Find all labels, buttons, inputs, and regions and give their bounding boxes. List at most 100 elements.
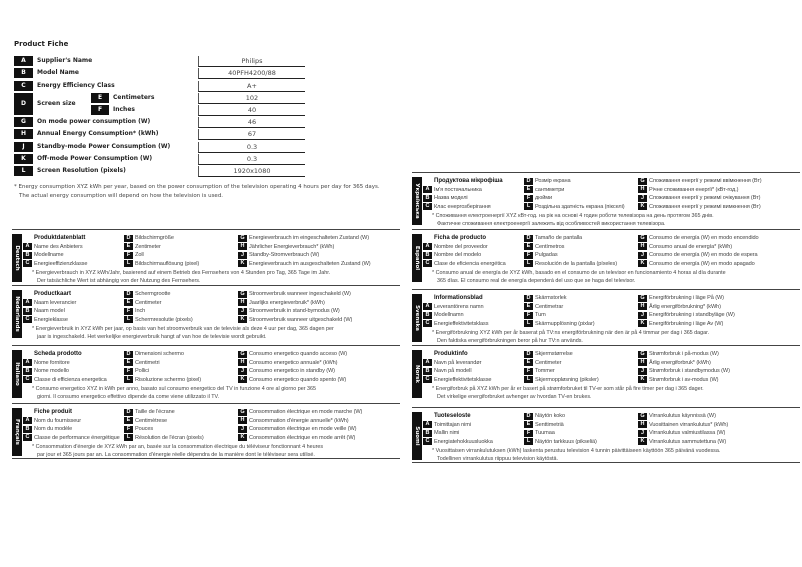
row-value: Philips [198,56,305,67]
letter-badge: B [23,367,32,375]
footnote-line: * Energieverbrauch in XYZ kWh/Jahr, basi… [32,270,331,276]
letter-badge: G [238,350,247,358]
letter-badge: B [423,429,432,437]
field-label: Consumo de energía (W) en modo apagado [649,260,755,267]
letter-badge: A [23,417,32,425]
letter-badge: C [423,260,432,268]
field-label: Centimetri [135,359,160,366]
field-label: Risoluzione schermo (pixel) [135,376,202,383]
letter-badge: H [638,359,647,367]
letter-badge: G [638,294,647,302]
letter-badge: F [524,429,533,437]
row-value: 1920x1080 [198,166,305,178]
letter-badge: K [238,260,247,268]
letter-badge: J [238,425,247,433]
block-title: Tuoteseloste [434,413,471,419]
letter-badge: C [23,260,32,268]
field-label: дюйми [535,195,553,202]
field-label: Ім'я постачальника [434,186,482,193]
field-label: Nombre del proveedor [434,243,488,250]
field-label: Nombre del modelo [434,252,482,259]
letter-badge: E [524,421,533,429]
field-label: Consumo energetico annuale* (kWh) [249,359,338,366]
language-block-nederlands: Nederlands Productkaart D Schermgrootte G Str… [12,285,400,340]
footnote-line: Der tatsächliche Wert ist abhängig von d… [37,277,201,284]
field-label: Energieeffizienzklasse [34,260,88,267]
letter-badge: F [524,194,533,202]
block-footnote: * Consumo anual de energía de XYZ kWh, b… [432,270,798,285]
field-label: Résolution de l'écran (pixels) [135,434,204,441]
field-label: Standby-Stromverbrauch (W) [249,252,320,259]
letter-badge: E [524,303,533,311]
field-label: Virrankulutus valmiustilassa (W) [649,430,726,437]
field-label: Schermgrootte [135,291,171,297]
field-label: Årlig energiförbrukning* (kWh) [649,303,721,310]
letter-badge: F [524,367,533,375]
field-label: Virrankulutus käynnissä (W) [649,413,716,419]
letter-badge: D [124,234,133,242]
field-label: Centimètrese [135,417,168,424]
letter-badge: H [238,359,247,367]
footnote-line: The actual energy consumption will depen… [19,193,224,199]
letter-badge: A [23,299,32,307]
letter-badge: G [238,290,247,298]
field-label: Energiförbrukning i läge På (W) [649,295,724,301]
field-label: Clase de eficiencia energética [434,260,506,267]
language-label: Norsk [414,364,420,384]
language-block-italiano: Italiano Scheda prodotto D Dimensioni scher… [12,345,400,400]
field-label: Dimensioni schermo [135,351,184,357]
letter-badge: K [238,376,247,384]
letter-badge: F [124,367,133,375]
field-label: Розмір екрана [535,178,571,184]
letter-badge: D [124,350,133,358]
language-tab: Українська [412,177,422,225]
field-label: Nom du fournisseur [34,417,82,424]
field-label: Strømforbruk i av-modus (W) [649,376,719,383]
row-label: Annual Energy Consumption* (kWh) [37,130,159,138]
field-label: Zentimeter [135,243,161,250]
field-label: Nome fornitore [34,359,70,366]
field-label: Energiatehokkuusluokka [434,438,493,445]
letter-badge: A [423,421,432,429]
field-label: Consommation électrique en mode arrêt (W… [249,434,356,441]
row-value: 46 [198,116,305,128]
field-label: Назва моделі [434,195,468,202]
field-label: Tuumaa [535,430,555,437]
letter-badge: B [423,251,432,259]
letter-badge: D [524,412,533,420]
row-value: 40 [198,104,305,116]
letter-badge: A [423,186,432,194]
row-letter-badge: G [14,116,33,127]
language-block-svenska: Svenska Informationsblad D Skärmstorlek G Ene… [412,289,800,344]
field-label: Consommation électrique en mode marche (… [249,409,363,415]
field-label: Nome modello [34,368,69,375]
letter-badge: C [23,376,32,384]
field-label: Name des Anbieters [34,243,83,250]
table-row: B Model Name 40PFH4200/88 [14,68,306,80]
row-label: Inches [113,105,135,113]
block-title: Productkaart [34,291,72,297]
footnote: * Energy consumption XYZ kWh per year, b… [14,183,380,201]
field-label: Skjermoppløsning (piksler) [535,376,599,383]
block-footnote: * Energieverbrauch in XYZ kWh/Jahr, basi… [32,270,398,285]
block-title: Scheda prodotto [34,351,82,357]
language-block-suomi: Suomi Tuoteseloste D Näytön koko G Virrankulu… [412,407,800,463]
language-label: Español [414,245,420,271]
footnote-line: par jour et 365 jours par an. La consomm… [37,451,315,458]
field-label: Zoll [135,252,144,259]
letter-badge: E [524,359,533,367]
table-row: G On mode power consumption (W) 46 [14,116,306,128]
letter-badge: K [238,316,247,324]
field-label: Споживання енергії у режимі вимкнення (В… [649,203,761,210]
letter-badge: A [423,359,432,367]
letter-badge: B [423,194,432,202]
letter-badge: E [524,243,533,251]
field-label: Classe de performance énergétique [34,434,120,441]
field-label: Näytön koko [535,413,565,419]
row-letter-badge: A [14,56,33,66]
language-tab: Italiano [12,350,22,398]
row-value: 0.3 [198,153,305,165]
letter-badge: C [423,320,432,328]
block-title: Produktdatenblatt [34,235,86,241]
